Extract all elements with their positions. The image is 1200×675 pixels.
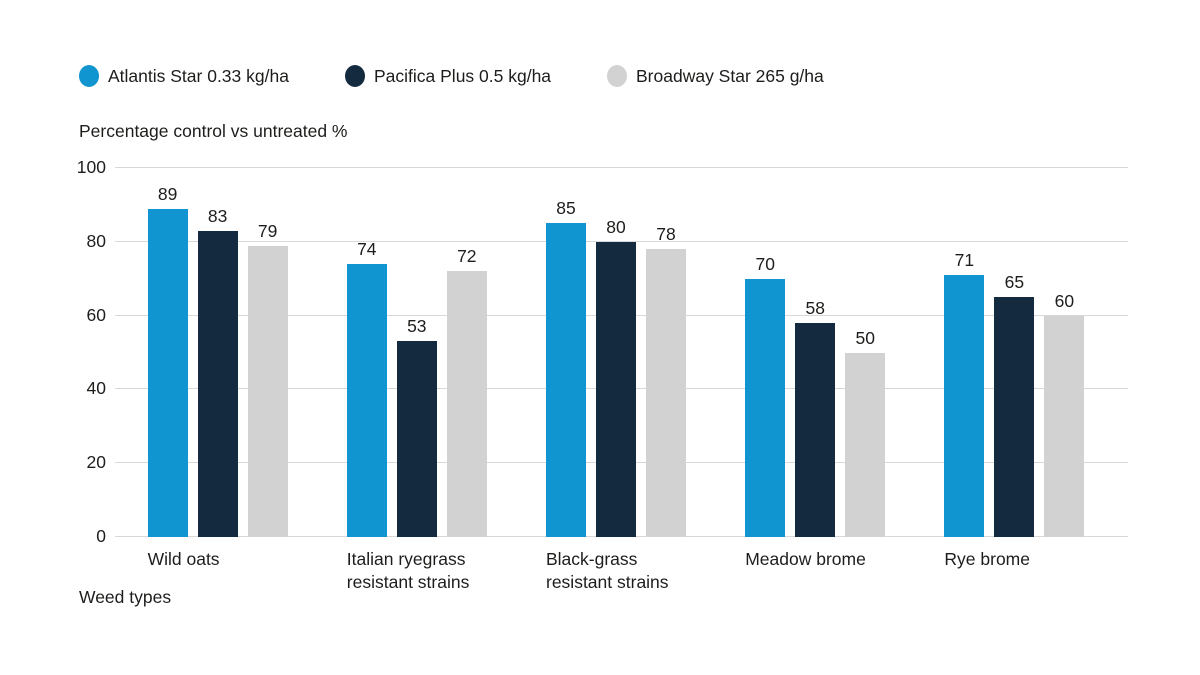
bar-value-label: 80 bbox=[606, 216, 626, 237]
bar-wrap: 65 bbox=[994, 168, 1035, 537]
bar-value-label: 58 bbox=[805, 297, 825, 318]
bar-wrap: 79 bbox=[247, 168, 288, 537]
bar-value-label: 74 bbox=[357, 238, 377, 259]
y-tick-label-0: 0 bbox=[96, 526, 106, 546]
bar-broadway-star-265-g-ha-meadow-brome bbox=[845, 352, 886, 537]
legend-dot-icon bbox=[607, 65, 627, 87]
bar-value-label: 50 bbox=[855, 327, 875, 348]
bar-value-label: 85 bbox=[556, 198, 576, 219]
bar-pacifica-plus-0-5-kg-ha-black-grass bbox=[596, 241, 636, 537]
bar-atlantis-star-0-33-kg-ha-italian-ryegrass bbox=[346, 263, 387, 537]
legend-item-pacifica-plus-0-5-kg-ha: Pacifica Plus 0.5 kg/ha bbox=[345, 65, 551, 87]
bar-wrap: 85 bbox=[546, 168, 586, 537]
bar-atlantis-star-0-33-kg-ha-black-grass bbox=[546, 223, 586, 537]
y-tick-label-40: 40 bbox=[86, 378, 106, 399]
bar-wrap: 80 bbox=[596, 168, 636, 537]
y-tick-label-100: 100 bbox=[76, 157, 106, 177]
bar-group-black-grass: 85 80 78 Black-grass resistant strains bbox=[516, 168, 715, 592]
bar-wrap: 89 bbox=[147, 168, 188, 537]
bar-wrap: 60 bbox=[1044, 168, 1085, 537]
bar-atlantis-star-0-33-kg-ha-rye-brome bbox=[944, 275, 985, 537]
bar-atlantis-star-0-33-kg-ha-wild-oats bbox=[147, 208, 188, 537]
x-category-label: Black-grass resistant strains bbox=[546, 549, 669, 592]
bar-atlantis-star-0-33-kg-ha-meadow-brome bbox=[745, 278, 786, 537]
bar-value-label: 53 bbox=[407, 316, 427, 337]
bar-value-label: 83 bbox=[207, 205, 228, 226]
chart-legend: Atlantis Star 0.33 kg/ha Pacifica Plus 0.… bbox=[0, 65, 1200, 89]
bar-group-meadow-brome: 70 58 50 Meadow brome bbox=[716, 168, 915, 569]
legend-dot-icon bbox=[345, 65, 365, 87]
bar-pacifica-plus-0-5-kg-ha-meadow-brome bbox=[795, 322, 836, 537]
bar-broadway-star-265-g-ha-italian-ryegrass bbox=[446, 271, 487, 537]
bar-group-italian-ryegrass: 74 53 72 Italian ryegrass resistant strains bbox=[317, 168, 516, 592]
bar-broadway-star-265-g-ha-black-grass bbox=[646, 249, 686, 537]
bar-broadway-star-265-g-ha-rye-brome bbox=[1044, 315, 1085, 537]
x-category-label: Italian ryegrass resistant strains bbox=[346, 549, 470, 592]
bar-value-label: 65 bbox=[1004, 272, 1025, 293]
bar-wrap: 83 bbox=[197, 168, 238, 537]
y-axis-title: Percentage control vs untreated % bbox=[79, 121, 348, 141]
x-category-label: Rye brome bbox=[944, 549, 1030, 569]
bar-value-label: 60 bbox=[1054, 290, 1075, 311]
bar-pacifica-plus-0-5-kg-ha-rye-brome bbox=[994, 297, 1035, 537]
bar-wrap: 71 bbox=[944, 168, 985, 537]
bar-group-wild-oats: 89 83 79 Wild oats bbox=[118, 168, 317, 569]
y-tick-label-20: 20 bbox=[86, 452, 106, 473]
bar-wrap: 53 bbox=[396, 168, 437, 537]
bar-value-label: 70 bbox=[755, 253, 775, 274]
y-tick-label-60: 60 bbox=[86, 304, 106, 325]
bar-wrap: 72 bbox=[446, 168, 487, 537]
bar-value-label: 78 bbox=[656, 224, 676, 245]
bar-wrap: 50 bbox=[845, 168, 886, 537]
plot-area: 100 80 60 40 20 0 89 83 79 Wild oats 74 53 72 Italia… bbox=[77, 157, 1128, 592]
bar-value-label: 89 bbox=[157, 183, 178, 204]
legend-label: Pacifica Plus 0.5 kg/ha bbox=[374, 66, 552, 86]
legend-item-atlantis-star-0-33-kg-ha: Atlantis Star 0.33 kg/ha bbox=[79, 65, 289, 87]
x-axis-title: Weed types bbox=[79, 587, 172, 607]
x-category-label: Meadow brome bbox=[745, 549, 866, 569]
bar-wrap: 78 bbox=[646, 168, 686, 537]
bar-group-rye-brome: 71 65 60 Rye brome bbox=[915, 168, 1114, 569]
bar-broadway-star-265-g-ha-wild-oats bbox=[247, 245, 288, 537]
bar-pacifica-plus-0-5-kg-ha-wild-oats bbox=[197, 230, 238, 537]
legend-item-broadway-star-265-g-ha: Broadway Star 265 g/ha bbox=[607, 65, 824, 87]
bar-groups: 89 83 79 Wild oats 74 53 72 Italian ryegrass re… bbox=[118, 168, 1114, 592]
legend-label: Atlantis Star 0.33 kg/ha bbox=[108, 66, 289, 86]
bar-value-label: 79 bbox=[257, 220, 278, 241]
y-tick-label-80: 80 bbox=[86, 230, 106, 251]
bar-value-label: 72 bbox=[457, 246, 477, 267]
legend-dot-icon bbox=[79, 65, 99, 87]
legend-label: Broadway Star 265 g/ha bbox=[636, 66, 824, 86]
bar-wrap: 58 bbox=[795, 168, 836, 537]
bar-value-label: 71 bbox=[954, 250, 975, 271]
bar-pacifica-plus-0-5-kg-ha-italian-ryegrass bbox=[396, 341, 437, 537]
bar-wrap: 70 bbox=[745, 168, 786, 537]
gridline-80 bbox=[115, 240, 1128, 242]
bar-wrap: 74 bbox=[346, 168, 387, 537]
x-category-label: Wild oats bbox=[147, 549, 220, 569]
gridline-100 bbox=[115, 167, 1128, 168]
